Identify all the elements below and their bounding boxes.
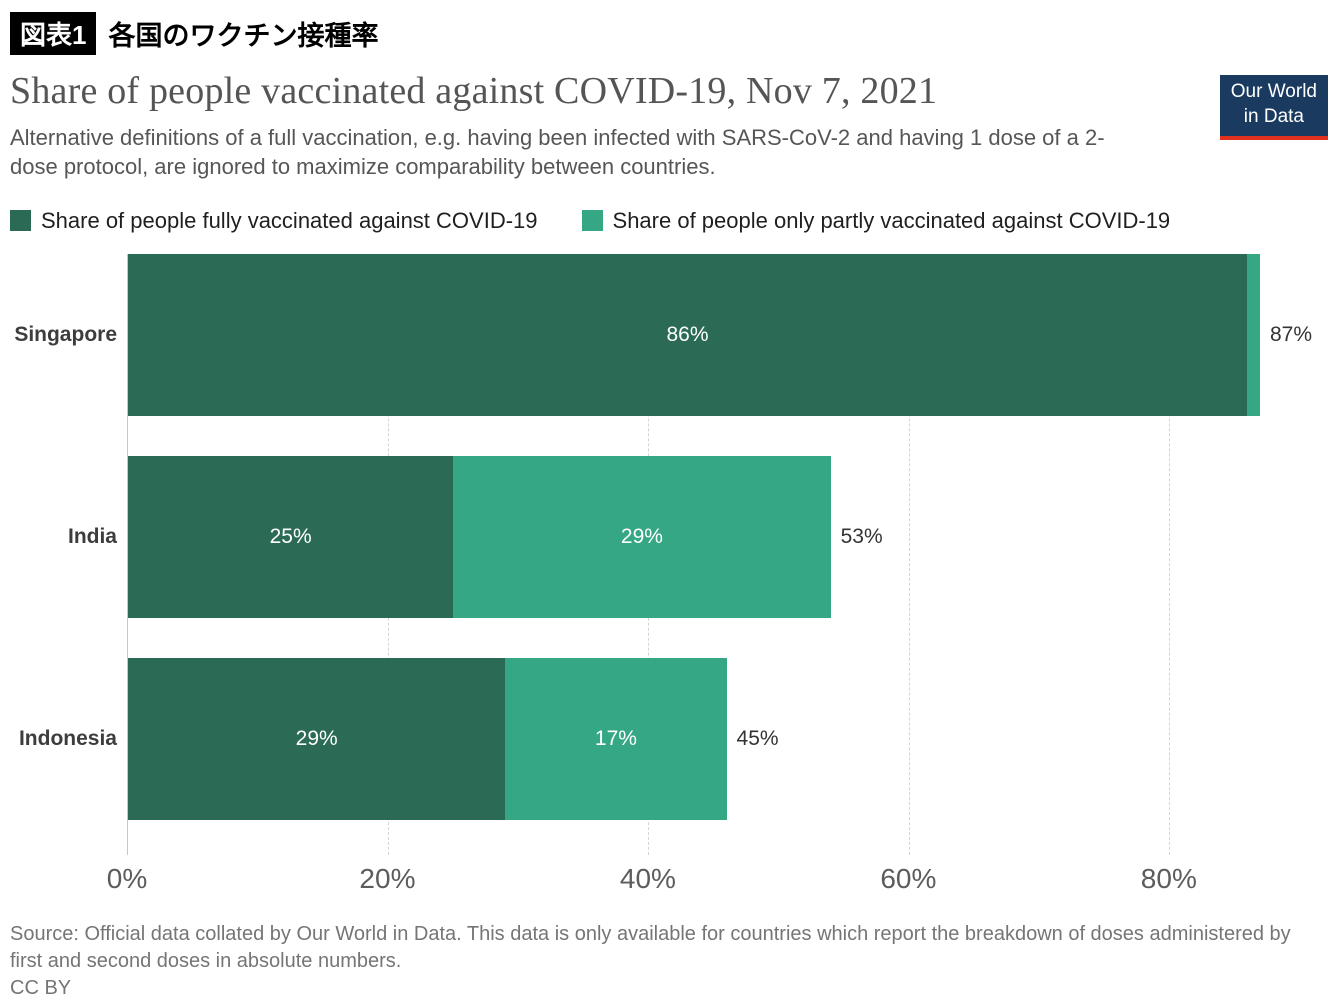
figure-header: 図表1 各国のワクチン接種率 <box>10 12 1330 55</box>
country-label: Singapore <box>14 322 117 346</box>
segment-value-label: 86% <box>666 322 709 346</box>
country-label: Indonesia <box>18 726 117 750</box>
title-block: Share of people vaccinated against COVID… <box>10 65 1150 182</box>
country-labels: Singapore India Indonesia <box>10 254 127 855</box>
x-tick-label: 80% <box>1140 862 1197 894</box>
bar-segment-partly: 29% <box>453 455 831 618</box>
owid-logo: Our World in Data <box>1219 75 1328 141</box>
legend: Share of people fully vaccinated against… <box>10 208 1330 234</box>
figure-header-title: 各国のワクチン接種率 <box>108 21 379 51</box>
bar-rows: 86% 87% 25% 29% 53% 29% 17% 45% <box>128 253 1312 820</box>
title-row: Share of people vaccinated against COVID… <box>10 65 1330 182</box>
bar-segment-fully: 29% <box>128 657 506 820</box>
chart-title: Share of people vaccinated against COVID… <box>10 70 938 112</box>
x-tick-label: 60% <box>880 862 937 894</box>
gridline <box>908 253 910 855</box>
owid-logo-line2: in Data <box>1243 105 1304 127</box>
segment-value-label: 25% <box>269 524 312 548</box>
legend-label: Share of people only partly vaccinated a… <box>612 207 1171 233</box>
segment-value-label: 17% <box>594 726 637 750</box>
legend-item-fully: Share of people fully vaccinated against… <box>10 208 538 234</box>
owid-logo-line1: Our World <box>1230 81 1317 102</box>
bar-segment-partly <box>1246 253 1260 416</box>
license-label: CC BY <box>10 976 72 999</box>
legend-swatch <box>10 210 31 231</box>
footer: Source: Official data collated by Our Wo… <box>10 921 1330 1000</box>
total-label: 87% <box>1270 322 1313 346</box>
chart-subtitle: Alternative definitions of a full vaccin… <box>10 125 1105 180</box>
legend-label: Share of people fully vaccinated against… <box>41 207 538 233</box>
x-tick-label: 20% <box>359 862 416 894</box>
figure-tag: 図表1 <box>10 12 97 55</box>
source-note: Source: Official data collated by Our Wo… <box>10 922 1291 972</box>
x-tick-label: 0% <box>106 862 148 894</box>
bar-row: 86% 87% <box>128 253 1312 416</box>
total-label: 45% <box>736 726 779 750</box>
bar-segment-fully: 86% <box>128 253 1247 416</box>
chart: Singapore India Indonesia 86% 87% 25% 29% 53% 2… <box>10 253 1330 911</box>
gridline <box>1168 253 1170 855</box>
segment-value-label: 29% <box>620 524 663 548</box>
bar-segment-partly: 17% <box>505 657 727 820</box>
bar-row: 25% 29% 53% <box>128 455 1260 618</box>
legend-swatch <box>581 210 603 231</box>
plot-area: 86% 87% 25% 29% 53% 29% 17% 45% <box>127 253 1312 855</box>
x-tick-label: 40% <box>619 862 676 894</box>
segment-value-label: 29% <box>295 726 338 750</box>
total-label: 53% <box>840 524 883 548</box>
bar-row: 29% 17% 45% <box>128 657 1260 820</box>
chart-body: Singapore India Indonesia 86% 87% 25% 29% 53% 2… <box>10 253 1312 855</box>
x-axis: 0% 20% 40% 60% 80% <box>10 855 1260 911</box>
country-label: India <box>67 524 117 548</box>
x-ticks: 0% 20% 40% 60% 80% <box>107 862 1260 911</box>
bar-segment-fully: 25% <box>128 455 454 618</box>
legend-item-partly: Share of people only partly vaccinated a… <box>581 207 1171 234</box>
